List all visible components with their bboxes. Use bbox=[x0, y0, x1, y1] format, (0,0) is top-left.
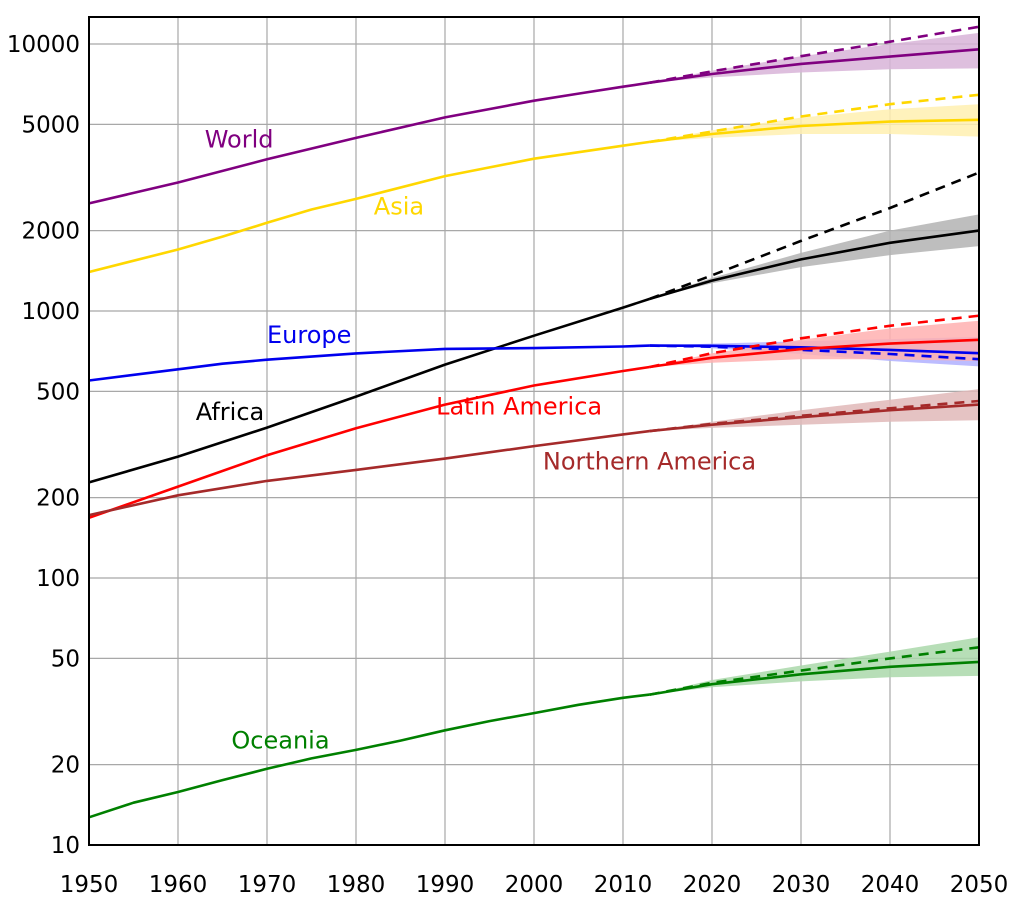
x-tick-label: 2030 bbox=[772, 872, 831, 898]
asia-medium-projection-line bbox=[649, 118, 980, 144]
africa-historical-line bbox=[88, 297, 651, 484]
world-historical-line bbox=[88, 81, 650, 205]
y-tick-label: 200 bbox=[36, 486, 80, 512]
asia-label: Asia bbox=[374, 192, 424, 220]
europe-historical-line bbox=[88, 344, 650, 382]
oceania-historical-line bbox=[88, 693, 650, 819]
latin-america-label: Latin America bbox=[436, 392, 602, 420]
y-axis-ticks: 10 20 50 100 200 500 1000 2000 5000 10000 bbox=[7, 32, 80, 859]
northern-america-historical-line bbox=[88, 429, 650, 517]
world-constant-fertility-line bbox=[649, 25, 980, 84]
oceania-constant-fertility-line bbox=[649, 646, 980, 696]
northern-america-projection-band bbox=[649, 389, 979, 432]
x-tick-label: 1970 bbox=[238, 872, 297, 898]
oceania-label: Oceania bbox=[231, 726, 329, 754]
y-tick-label: 10 bbox=[51, 833, 80, 859]
x-tick-label: 2010 bbox=[594, 872, 653, 898]
y-tick-label: 5000 bbox=[21, 112, 80, 138]
x-tick-label: 1990 bbox=[416, 872, 475, 898]
africa-medium-projection-line bbox=[649, 229, 980, 301]
y-tick-label: 2000 bbox=[21, 219, 80, 245]
northern-america-constant-fertility-line bbox=[649, 399, 980, 433]
world-projection-band bbox=[649, 32, 979, 83]
europe-label: Europe bbox=[267, 321, 351, 349]
africa-label: Africa bbox=[196, 398, 264, 426]
oceania-projection-band bbox=[649, 637, 979, 695]
latin-america-medium-projection-line bbox=[649, 338, 980, 369]
x-tick-label: 2020 bbox=[683, 872, 742, 898]
northern-america-label: Northern America bbox=[543, 447, 756, 475]
projection-bands bbox=[649, 32, 979, 695]
x-axis-ticks: 1950 1960 1970 1980 1990 2000 2010 2020 2030 2040… bbox=[60, 872, 1009, 898]
asia-historical-line bbox=[88, 140, 650, 274]
y-tick-label: 100 bbox=[36, 566, 80, 592]
y-tick-label: 1000 bbox=[21, 299, 80, 325]
x-tick-label: 2040 bbox=[861, 872, 920, 898]
plot-frame bbox=[88, 16, 980, 846]
y-tick-label: 20 bbox=[51, 753, 80, 779]
asia-constant-fertility-line bbox=[649, 93, 980, 144]
europe-constant-fertility-line bbox=[649, 344, 980, 361]
y-tick-label: 500 bbox=[36, 379, 80, 405]
x-tick-label: 1980 bbox=[327, 872, 386, 898]
world-label: World bbox=[205, 125, 274, 153]
x-tick-label: 2000 bbox=[505, 872, 564, 898]
series-lines bbox=[88, 25, 980, 819]
series-labels: World Asia Africa Europe Latin America Northe… bbox=[196, 125, 756, 754]
world-medium-projection-line bbox=[649, 48, 980, 84]
x-tick-label: 1950 bbox=[60, 872, 119, 898]
africa-constant-fertility-line bbox=[649, 171, 980, 301]
y-tick-label: 50 bbox=[51, 646, 80, 672]
latin-america-historical-line bbox=[88, 365, 650, 520]
x-tick-label: 2050 bbox=[950, 872, 1009, 898]
y-tick-label: 10000 bbox=[7, 32, 80, 58]
x-tick-label: 1960 bbox=[149, 872, 208, 898]
latin-america-constant-fertility-line bbox=[649, 314, 980, 369]
